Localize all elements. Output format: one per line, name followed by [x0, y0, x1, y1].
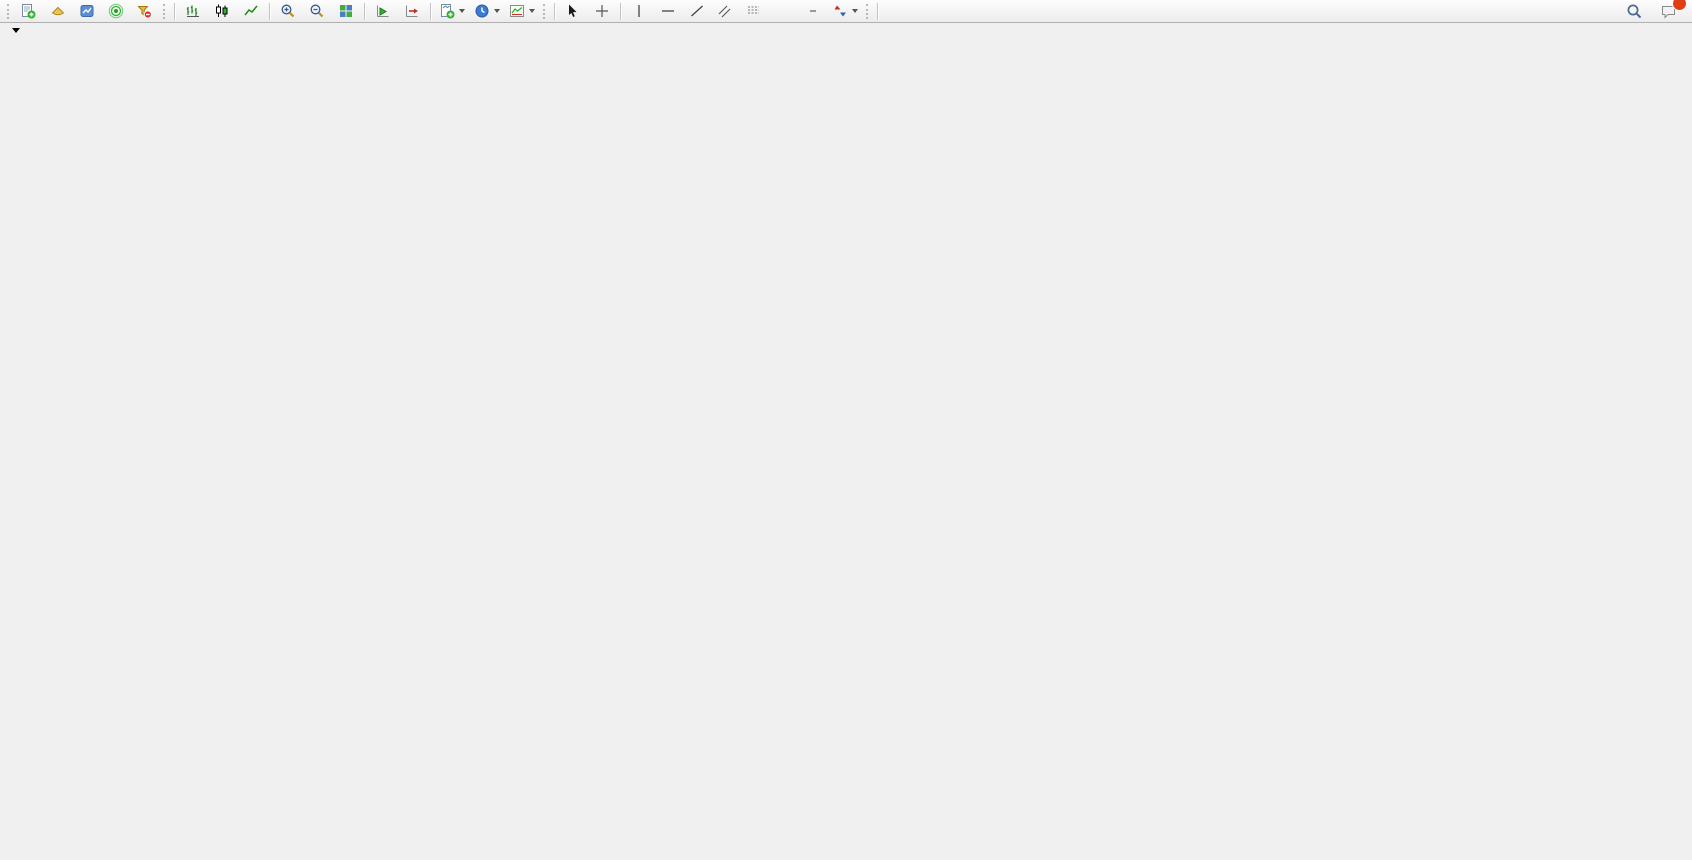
text-label-tool-button[interactable] [799, 0, 827, 22]
zoom-out-icon [310, 4, 324, 18]
signal-icon [108, 3, 124, 19]
arrows-shapes-icon [834, 5, 846, 17]
auto-trading-button[interactable] [131, 0, 159, 22]
bar-chart-icon [186, 5, 199, 17]
chart-title [12, 28, 32, 33]
clock-icon [475, 4, 489, 18]
chart-dropdown-icon[interactable] [12, 28, 20, 33]
fibonacci-icon [747, 6, 759, 14]
dropdown-caret-icon [529, 9, 535, 13]
signal-button[interactable] [102, 0, 130, 22]
notifications-button[interactable] [1654, 0, 1687, 22]
toolbar-separator [430, 2, 431, 20]
crosshair-icon [596, 5, 608, 17]
label-tool-icon [810, 10, 816, 12]
trendline-icon [691, 5, 703, 17]
toolbar-separator [174, 2, 175, 20]
tile-windows-icon [340, 5, 352, 17]
auto-trading-icon [136, 6, 152, 19]
cursor-tool-button[interactable] [559, 0, 587, 22]
equidistant-channel-icon [718, 5, 730, 18]
toolbar-separator [877, 2, 878, 20]
period-button[interactable] [470, 0, 504, 22]
zoom-in-icon [281, 4, 295, 18]
toolbar-grip[interactable] [866, 3, 870, 19]
chart-shift-icon [406, 5, 418, 17]
toolbar-grip[interactable] [7, 3, 11, 19]
channel-tool-button[interactable] [712, 0, 740, 22]
dropdown-caret-icon [494, 9, 500, 13]
trendline-tool-button[interactable] [683, 0, 711, 22]
chart-profile-icon [80, 5, 94, 17]
fibonacci-tool-button[interactable] [741, 0, 769, 22]
candlestick-chart-button[interactable] [208, 0, 236, 22]
toolbar-separator [620, 2, 621, 20]
indicators-icon [510, 5, 524, 17]
chart-window[interactable] [0, 22, 1692, 860]
toolbar-separator [364, 2, 365, 20]
line-chart-icon [244, 5, 258, 16]
vertical-line-tool-button[interactable] [625, 0, 653, 22]
auto-scroll-button[interactable] [369, 0, 397, 22]
horizontal-line-tool-button[interactable] [654, 0, 682, 22]
dropdown-caret-icon [459, 9, 465, 13]
chart-canvas[interactable] [0, 22, 1692, 860]
new-chart-icon [441, 4, 455, 19]
toolbar-right-cluster [1620, 0, 1688, 22]
line-chart-button[interactable] [237, 0, 265, 22]
marketwatch-button[interactable] [44, 0, 72, 22]
toolbar-separator [554, 2, 555, 20]
toolbar [0, 0, 1692, 23]
profile-chart-button[interactable] [73, 0, 101, 22]
new-order-button[interactable] [15, 0, 43, 22]
notification-badge [1672, 0, 1687, 11]
cursor-icon [569, 4, 577, 17]
new-chart-button[interactable] [435, 0, 469, 22]
search-button[interactable] [1620, 0, 1648, 22]
crosshair-tool-button[interactable] [588, 0, 616, 22]
zoom-in-button[interactable] [274, 0, 302, 22]
dropdown-caret-icon [852, 9, 858, 13]
auto-scroll-icon [377, 5, 389, 17]
chart-shift-button[interactable] [398, 0, 426, 22]
text-tool-button[interactable] [770, 0, 798, 22]
vertical-line-icon [638, 5, 640, 17]
zoom-out-button[interactable] [303, 0, 331, 22]
hat-icon [51, 6, 65, 16]
bar-chart-button[interactable] [179, 0, 207, 22]
toolbar-grip[interactable] [543, 3, 547, 19]
toolbar-grip[interactable] [163, 3, 167, 19]
new-order-icon [21, 4, 35, 19]
arrows-tool-button[interactable] [828, 0, 862, 22]
toolbar-separator [269, 2, 270, 20]
candlestick-chart-icon [216, 4, 228, 17]
tile-windows-button[interactable] [332, 0, 360, 22]
horizontal-line-icon [662, 10, 674, 12]
search-icon [1627, 4, 1641, 18]
indicators-button[interactable] [505, 0, 539, 22]
